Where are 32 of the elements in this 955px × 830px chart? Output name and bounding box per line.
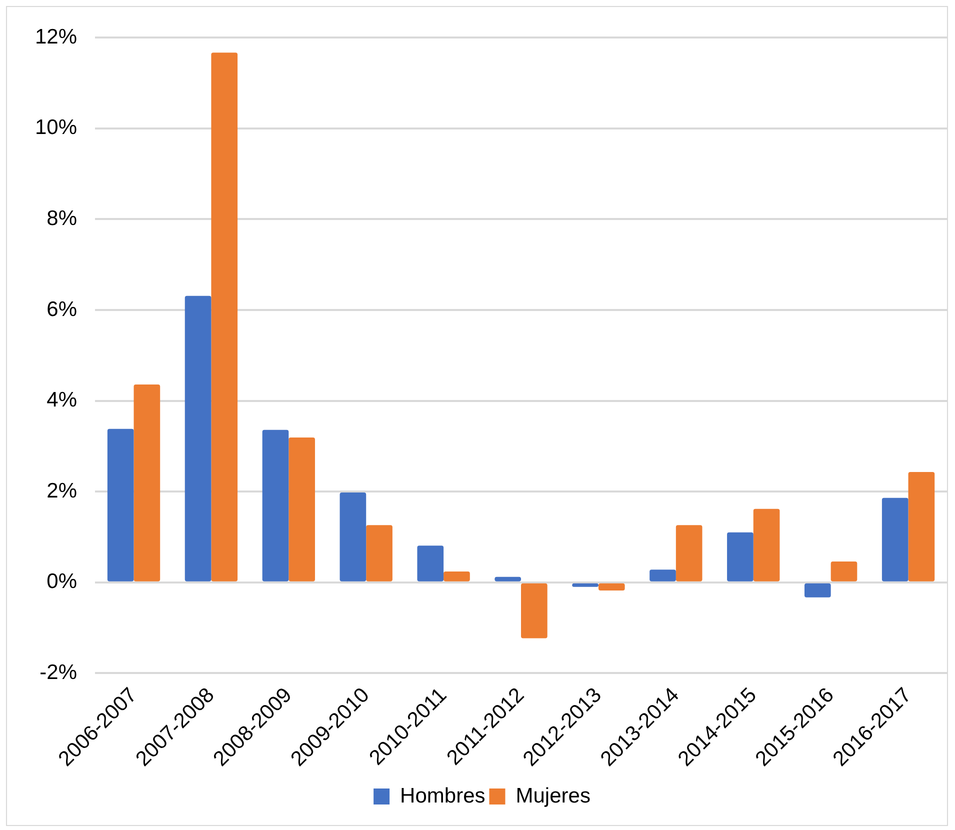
bar: [804, 583, 831, 598]
y-tick-label: 2%: [46, 479, 78, 502]
bar: [184, 296, 212, 582]
bar: [521, 583, 548, 638]
bar: [288, 438, 315, 582]
bar: [753, 508, 780, 582]
y-tick-label: 10%: [35, 116, 78, 140]
bar: [598, 583, 625, 591]
legend-label: Hombres: [400, 784, 486, 808]
bar: [340, 492, 366, 582]
bar: [572, 583, 598, 587]
bar: [676, 525, 702, 582]
bar: [366, 525, 392, 582]
y-tick-label: 6%: [46, 298, 78, 321]
bar: [882, 498, 908, 582]
y-tick-label: -2%: [40, 660, 78, 684]
bar: [908, 472, 935, 582]
y-tick-label: 8%: [46, 206, 78, 230]
bar: [107, 428, 134, 582]
bar: [134, 384, 160, 582]
bar: [830, 561, 858, 582]
bar: [211, 52, 238, 582]
legend-label: Mujeres: [516, 784, 590, 808]
bar: [650, 570, 676, 582]
bar: [444, 571, 470, 582]
bar: [417, 546, 444, 582]
bar: [494, 576, 522, 582]
y-tick-label: 4%: [46, 388, 78, 412]
bar: [727, 532, 754, 582]
y-tick-label: 12%: [35, 25, 78, 48]
y-tick-label: 0%: [46, 570, 78, 594]
bar: [262, 430, 289, 582]
